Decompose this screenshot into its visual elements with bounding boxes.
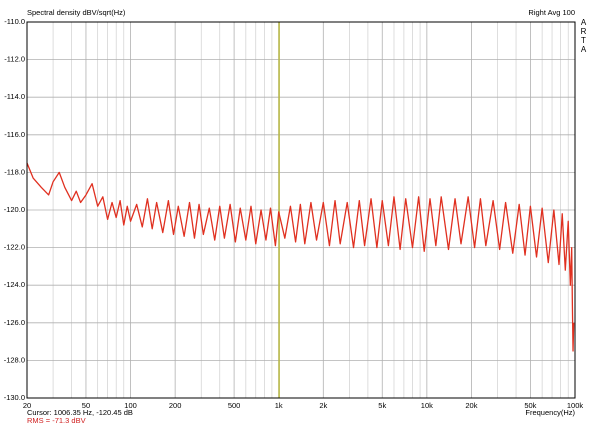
cursor-text: Cursor: 1006.35 Hz, -120.45 dB xyxy=(27,408,133,417)
side-label: ARTA xyxy=(579,18,588,54)
y-tick-label: -126.0 xyxy=(4,318,25,327)
y-tick-label: -112.0 xyxy=(4,55,25,64)
y-tick-label: -116.0 xyxy=(4,130,25,139)
chart-title: Spectral density dBV/sqrt(Hz) xyxy=(27,8,126,17)
x-tick-label: 5k xyxy=(378,401,386,410)
y-tick-label: -130.0 xyxy=(4,393,25,402)
spectrum-line xyxy=(26,162,575,352)
rms-text: RMS = -71.3 dBV xyxy=(27,416,86,425)
y-tick-label: -120.0 xyxy=(4,205,25,214)
x-tick-label: 50 xyxy=(82,401,90,410)
x-tick-label: 1k xyxy=(275,401,283,410)
x-axis-label: Frequency(Hz) xyxy=(525,408,575,417)
x-tick-label: 100 xyxy=(124,401,137,410)
y-tick-label: -110.0 xyxy=(4,17,25,26)
y-tick-label: -118.0 xyxy=(4,167,25,176)
y-tick-label: -122.0 xyxy=(4,243,25,252)
x-tick-label: 500 xyxy=(228,401,241,410)
x-tick-label: 200 xyxy=(169,401,182,410)
x-tick-label: 10k xyxy=(421,401,433,410)
y-tick-label: -124.0 xyxy=(4,280,25,289)
x-tick-label: 20 xyxy=(23,401,31,410)
x-tick-label: 2k xyxy=(319,401,327,410)
y-tick-label: -128.0 xyxy=(4,355,25,364)
x-tick-label: 100k xyxy=(567,401,584,410)
x-tick-label: 50k xyxy=(524,401,536,410)
y-tick-label: -114.0 xyxy=(4,92,25,101)
x-tick-label: 20k xyxy=(465,401,477,410)
plot-frame xyxy=(26,21,576,399)
header-right: Right Avg 100 xyxy=(528,8,575,17)
